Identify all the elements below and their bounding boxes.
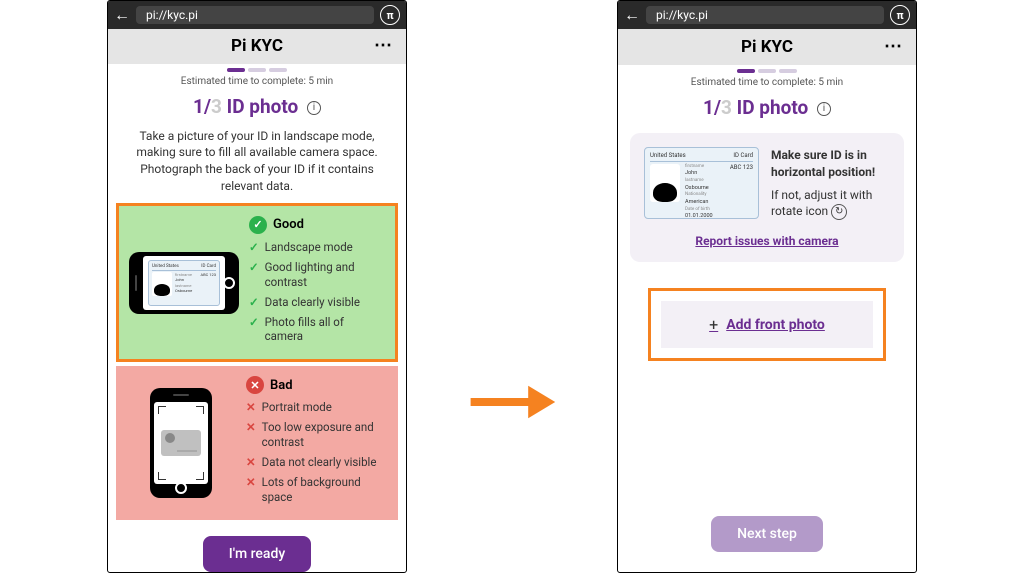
progress-bar <box>108 68 406 72</box>
add-front-photo-button[interactable]: + Add front photo <box>661 301 873 348</box>
flow-arrow-icon <box>467 0 557 424</box>
phone-screen-upload: ← pi://kyc.pi π Pi KYC ⋯ Estimated time … <box>617 0 917 573</box>
back-icon[interactable]: ← <box>624 5 640 25</box>
next-step-button[interactable]: Next step <box>711 516 823 552</box>
check-icon: ✓ <box>249 216 267 234</box>
x-icon: ✕ <box>246 376 264 394</box>
app-header: Pi KYC ⋯ <box>108 29 406 64</box>
add-photo-highlight: + Add front photo <box>648 288 886 361</box>
estimated-time: Estimated time to complete: 5 min <box>618 77 916 88</box>
info-icon[interactable]: i <box>817 102 831 116</box>
guidance-panel: United StatesID Card firstnameJohn lastn… <box>630 133 904 262</box>
info-icon[interactable]: i <box>307 101 321 115</box>
pi-logo-icon[interactable]: π <box>890 5 910 25</box>
pi-logo-icon[interactable]: π <box>380 5 400 25</box>
phone-screen-instructions: ← pi://kyc.pi π Pi KYC ⋯ Estimated time … <box>107 0 407 573</box>
menu-dots-icon[interactable]: ⋯ <box>884 42 904 52</box>
progress-bar <box>618 69 916 73</box>
page-title: Pi KYC <box>741 37 793 57</box>
ready-button[interactable]: I'm ready <box>203 536 311 572</box>
back-icon[interactable]: ← <box>114 5 130 25</box>
url-bar[interactable]: pi://kyc.pi <box>136 6 374 24</box>
report-issues-link[interactable]: Report issues with camera <box>644 234 890 248</box>
rotate-icon[interactable]: ↻ <box>831 204 847 220</box>
app-header: Pi KYC ⋯ <box>618 29 916 65</box>
bad-example-card: ✕Bad ✕Portrait mode ✕Too low exposure an… <box>116 366 398 520</box>
sample-id-card: United StatesID Card firstnameJohn lastn… <box>148 260 220 306</box>
page-title: Pi KYC <box>231 36 283 56</box>
phone-portrait-icon <box>150 388 212 498</box>
browser-bar: ← pi://kyc.pi π <box>618 1 916 29</box>
guidance-body: If not, adjust it with rotate icon ↻ <box>771 187 890 221</box>
step-title: 1/3 ID photo i <box>618 96 916 119</box>
guidance-heading: Make sure ID is in horizontal position! <box>771 147 890 181</box>
browser-bar: ← pi://kyc.pi π <box>108 1 406 29</box>
instruction-text: Take a picture of your ID in landscape m… <box>108 118 406 203</box>
sample-id-card: United StatesID Card firstnameJohn lastn… <box>644 147 759 219</box>
estimated-time: Estimated time to complete: 5 min <box>108 76 406 87</box>
step-title: 1/3 ID photo i <box>108 95 406 118</box>
phone-landscape-icon: United StatesID Card firstnameJohn lastn… <box>129 252 239 314</box>
url-bar[interactable]: pi://kyc.pi <box>646 6 884 24</box>
menu-dots-icon[interactable]: ⋯ <box>374 41 394 51</box>
good-example-card: United StatesID Card firstnameJohn lastn… <box>116 203 398 363</box>
plus-icon: + <box>709 315 718 334</box>
